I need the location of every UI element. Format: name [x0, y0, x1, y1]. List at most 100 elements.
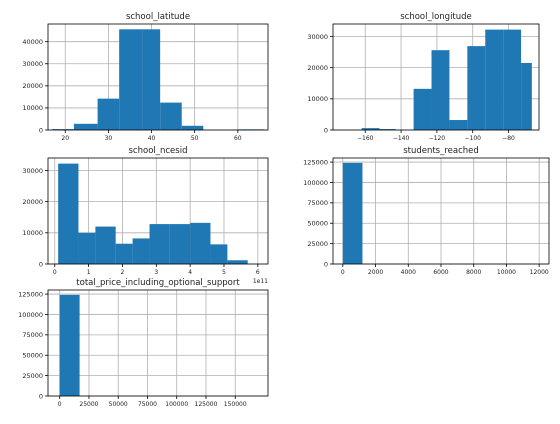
histogram-bar [59, 294, 80, 396]
histogram-bar [361, 128, 380, 130]
histogram-bar [52, 129, 74, 130]
histogram-panel-ncesid: 0 1 2 3 4 5 6 0 10000 20000 30000 school_ncesid 1e11 [22, 146, 269, 285]
x-tick-label: 50000 [109, 401, 128, 408]
x-tick-label: 100000 [165, 401, 188, 408]
y-tick-label: 0 [39, 392, 43, 400]
histogram-bar [503, 29, 522, 131]
y-tick-label: 20000 [307, 64, 328, 72]
x-tick-label: 4000 [401, 269, 416, 276]
y-tick-label: 20000 [22, 198, 43, 206]
x-tick-label: 60 [234, 135, 242, 142]
x-tick-label: 6 [256, 269, 260, 276]
panel-title: school_longitude [400, 12, 472, 22]
histogram-bar [97, 98, 120, 130]
histogram-bar [78, 232, 96, 264]
y-tick-label: 50000 [307, 220, 328, 228]
histogram-panel-longitude: −160 −140 −120 −100 −80 0 10000 20000 30000 schoo… [307, 12, 540, 142]
x-tick-label: 2000 [368, 269, 383, 276]
y-tick-label: 20000 [22, 82, 43, 90]
y-tick-label: 25000 [22, 372, 43, 380]
histogram-bar [413, 88, 432, 130]
axes-frame [47, 157, 269, 265]
y-tick-label: 0 [39, 260, 43, 268]
x-tick-label: 0 [58, 401, 62, 408]
x-tick-label: 0 [341, 269, 345, 276]
x-tick-label: 1 [87, 269, 91, 276]
x-tick-label: 125000 [195, 401, 218, 408]
histogram-bar [181, 125, 204, 130]
y-tick-label: 125000 [18, 290, 43, 298]
x-tick-label: −120 [429, 135, 446, 142]
histogram-bar [467, 46, 486, 130]
x-tick-label: 25000 [79, 401, 98, 408]
histogram-panel-latitude: 20 30 40 50 60 0 10000 20000 30000 40000 school_la… [22, 12, 269, 142]
x-tick-label: 5 [222, 269, 226, 276]
histogram-bar [160, 102, 182, 130]
y-tick-label: 100000 [303, 179, 328, 187]
y-tick-label: 125000 [303, 158, 328, 166]
y-tick-label: 30000 [22, 167, 43, 175]
histogram-bar [115, 243, 133, 264]
x-tick-label: 50 [191, 135, 199, 142]
histogram-panel-students: 0 2000 4000 6000 8000 10000 12000 0 25000 50000 75… [303, 146, 550, 276]
histogram-bar [431, 50, 450, 131]
histogram-bar [119, 29, 143, 130]
y-tick-label: 25000 [307, 240, 328, 248]
panel-title: school_ncesid [129, 146, 188, 156]
x-tick-label: 20 [61, 135, 69, 142]
x-tick-label: 2 [121, 269, 125, 276]
histogram-bar [521, 62, 532, 130]
x-tick-label: 30 [105, 135, 113, 142]
x-tick-label: −100 [464, 135, 481, 142]
axes-frame [332, 23, 540, 131]
axis-offset-label: 1e11 [253, 278, 268, 285]
histogram-bar [58, 163, 79, 264]
histogram-bar [149, 224, 170, 264]
histogram-panel-price: 0 25000 50000 75000 100000 125000 150000 0 25000… [18, 278, 269, 408]
x-tick-label: 6000 [433, 269, 448, 276]
y-tick-label: 30000 [307, 33, 328, 41]
histogram-bar [342, 162, 363, 264]
y-tick-label: 75000 [307, 199, 328, 207]
histogram-bar [210, 244, 228, 264]
y-tick-label: 30000 [22, 60, 43, 68]
x-tick-label: −140 [393, 135, 410, 142]
y-tick-label: 50000 [22, 352, 43, 360]
x-tick-label: 40 [148, 135, 156, 142]
x-tick-label: 8000 [466, 269, 481, 276]
x-tick-label: −160 [357, 135, 374, 142]
histogram-bar [169, 224, 191, 264]
histogram-bar [142, 29, 161, 130]
y-tick-label: 75000 [22, 331, 43, 339]
y-tick-label: 0 [324, 260, 328, 268]
panel-title: students_reached [403, 146, 479, 156]
histogram-bar [190, 222, 211, 264]
x-tick-label: 10000 [497, 269, 516, 276]
y-tick-label: 10000 [22, 229, 43, 237]
histogram-bar [449, 120, 468, 130]
x-tick-label: 3 [154, 269, 158, 276]
histogram-bar [132, 238, 150, 264]
histogram-bar [73, 123, 98, 130]
x-tick-label: 4 [188, 269, 192, 276]
x-tick-label: −80 [502, 135, 515, 142]
y-tick-label: 40000 [22, 38, 43, 46]
x-tick-label: 75000 [138, 401, 157, 408]
histogram-bar [95, 226, 116, 264]
histogram-bar [485, 29, 504, 131]
histogram-bar [227, 260, 248, 264]
histogram-bar [379, 129, 396, 130]
panel-title: total_price_including_optional_support [76, 278, 240, 288]
x-tick-label: 0 [53, 269, 57, 276]
y-tick-label: 0 [39, 126, 43, 134]
x-tick-label: 150000 [224, 401, 247, 408]
y-tick-label: 10000 [307, 95, 328, 103]
panel-title: school_latitude [126, 12, 190, 22]
y-tick-label: 0 [324, 126, 328, 134]
y-tick-label: 100000 [18, 311, 43, 319]
y-tick-label: 10000 [22, 104, 43, 112]
axes-frame [47, 289, 269, 397]
axes-frame [47, 23, 269, 131]
x-tick-label: 12000 [530, 269, 549, 276]
